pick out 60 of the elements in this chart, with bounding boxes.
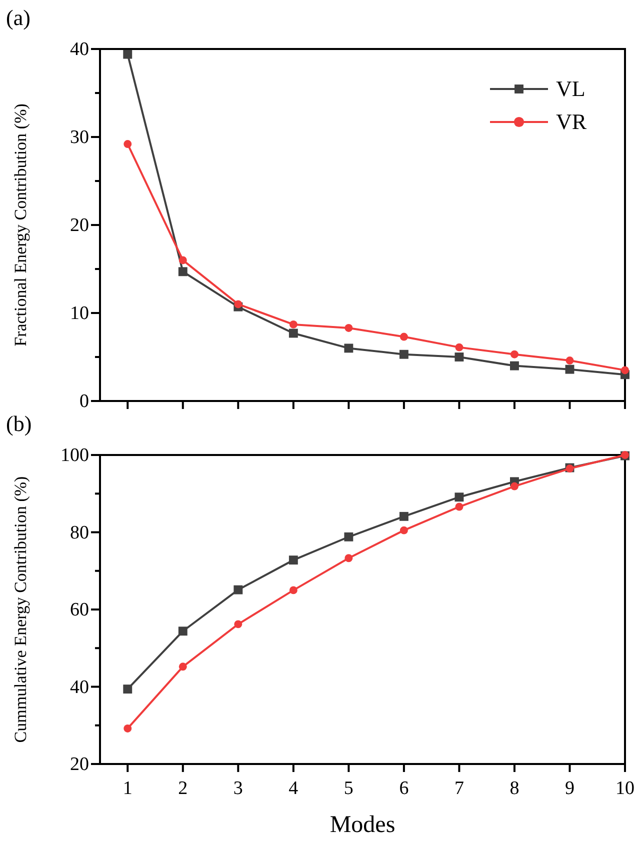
x-tick-label: 4 [288,778,299,799]
point [234,620,242,628]
point [510,482,518,490]
point [178,626,188,636]
x-tick-label: 5 [344,778,354,799]
point [566,356,574,364]
y-tick-label: 40 [70,39,89,60]
point [124,724,132,732]
point [454,492,464,502]
point [288,556,298,565]
y-tick-label: 20 [70,754,89,776]
point [400,526,408,534]
point [455,502,464,511]
y-tick-label: 10 [70,303,89,324]
legend-label: VL [556,76,586,101]
point [344,344,354,353]
y-tick-label: 80 [70,522,89,544]
x-tick-label: 8 [510,778,520,799]
x-axis-title: Modes [330,812,396,838]
y-tick-label: 20 [70,215,89,236]
point [289,320,298,328]
point [344,532,354,542]
point [621,366,629,374]
y-tick-label: 40 [70,676,89,698]
point [344,324,353,332]
chart-title: (b) [6,411,32,436]
y-tick-label: 30 [70,127,89,148]
point [288,328,298,338]
point [234,300,242,308]
point [178,662,187,671]
point [510,350,518,358]
y-tick-label: 60 [70,600,89,621]
point [123,50,132,59]
point [455,343,464,352]
x-tick-label: 3 [233,778,243,799]
legend-label: VR [556,109,587,134]
point [510,361,519,370]
y-tick-label: 100 [60,445,89,466]
x-tick-label: 7 [454,778,464,799]
y-axis-title: Cummulative Energy Contribution (%) [11,476,30,743]
x-tick-label: 9 [564,778,574,799]
point [124,140,132,148]
point [400,332,408,341]
point [234,585,243,594]
y-axis-title: Fractional Energy Contribution (%) [11,104,30,346]
x-tick-label: 10 [616,778,634,799]
x-tick-label: 6 [399,778,409,799]
point [178,256,187,264]
y-tick-label: 0 [80,391,89,412]
point [454,352,464,362]
x-tick-label: 2 [178,778,188,799]
point [344,554,353,562]
x-tick-label: 1 [122,778,132,799]
point [123,684,132,694]
point [178,267,188,276]
chart-title: (a) [6,5,30,30]
point [399,512,408,521]
point [565,364,574,374]
point [289,586,298,594]
point [399,350,408,359]
